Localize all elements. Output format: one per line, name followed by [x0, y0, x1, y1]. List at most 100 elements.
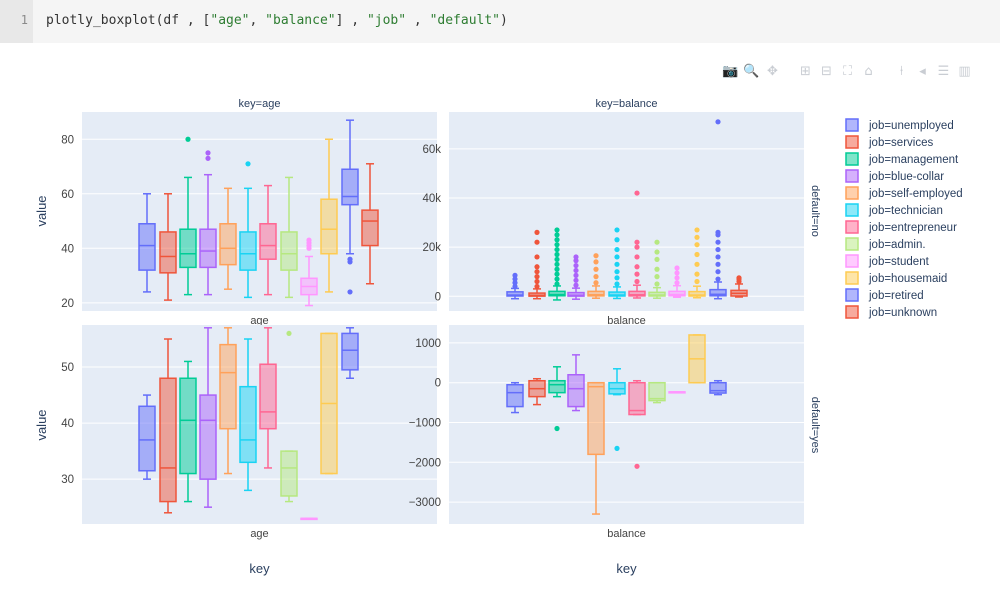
outlier-point: [534, 254, 540, 260]
code-token: "balance": [265, 13, 336, 28]
outlier-point: [674, 270, 680, 276]
iqr-box: [280, 450, 298, 497]
iqr-box: [159, 377, 177, 503]
camera-icon[interactable]: 📷: [722, 63, 739, 79]
outlier-point: [654, 274, 660, 280]
legend-item[interactable]: job=student: [845, 254, 930, 268]
outlier-point: [573, 254, 579, 260]
outlier-point: [347, 289, 353, 295]
box-job=services: [528, 229, 546, 300]
legend-label: job=unknown: [868, 307, 937, 319]
iqr-box: [320, 198, 338, 255]
outlier-point: [715, 254, 721, 260]
box-job=unknown: [730, 275, 748, 298]
box-job=management: [179, 360, 197, 503]
legend-item[interactable]: job=management: [845, 152, 959, 166]
outlier-point: [634, 271, 640, 277]
iqr-box: [587, 290, 605, 297]
outlier-point: [614, 269, 620, 275]
plotly-logo-icon[interactable]: ▥: [958, 63, 971, 79]
outlier-point: [534, 239, 540, 245]
legend-swatch: [845, 305, 859, 319]
zoom-icon[interactable]: 🔍: [743, 63, 760, 79]
outlier-point: [534, 229, 540, 235]
box-job=entrepreneur: [259, 184, 277, 296]
spike-lines-icon[interactable]: ⍿: [899, 63, 904, 79]
outlier-point: [654, 281, 660, 287]
y-axis-title: value: [34, 409, 49, 440]
outlier-point: [694, 251, 700, 258]
outlier-point: [614, 246, 620, 253]
outlier-point: [736, 275, 742, 281]
hover-compare-icon[interactable]: ☰: [937, 63, 950, 79]
legend-label: job=admin.: [868, 239, 926, 251]
box-job=admin.: [280, 330, 298, 503]
legend-item[interactable]: job=services: [845, 135, 933, 149]
code-token: ] ,: [335, 13, 367, 28]
code-cell[interactable]: 1 plotly_boxplot(df , ["age", "balance"]…: [0, 0, 1000, 43]
autoscale-icon[interactable]: ⛶: [842, 63, 853, 79]
iqr-box: [259, 363, 277, 430]
iqr-box: [506, 383, 524, 408]
zoom-in-icon[interactable]: ⊞: [800, 63, 811, 79]
iqr-box: [199, 228, 217, 269]
outlier-point: [593, 253, 599, 259]
panel-background: [82, 112, 437, 311]
box-job=self-employed: [219, 187, 237, 290]
legend-item[interactable]: job=unemployed: [845, 118, 954, 132]
legend-item[interactable]: job=unknown: [845, 305, 937, 319]
code-token: "default": [429, 13, 501, 28]
legend-label: job=student: [868, 256, 930, 268]
legend-item[interactable]: job=entrepreneur: [845, 220, 957, 234]
y-tick-label: −3000: [409, 497, 441, 509]
box-job=management: [548, 227, 566, 301]
box-job=unemployed: [506, 381, 524, 414]
legend-item[interactable]: job=admin.: [845, 237, 926, 251]
outlier-point: [573, 267, 579, 274]
code-line[interactable]: plotly_boxplot(df , ["age", "balance"] ,…: [46, 0, 508, 41]
outlier-point: [573, 258, 579, 264]
outlier-point: [306, 237, 312, 243]
legend-swatch: [845, 254, 859, 268]
legend-item[interactable]: job=housemaid: [845, 271, 947, 285]
legend-item[interactable]: job=retired: [845, 288, 924, 302]
legend-item[interactable]: job=blue-collar: [845, 169, 944, 183]
box-job=entrepreneur: [259, 327, 277, 469]
box-job=housemaid: [320, 138, 338, 293]
panel-age-yes: 30 40 50 age: [61, 325, 437, 540]
legend-swatch: [845, 271, 859, 285]
legend-label: job=technician: [868, 205, 943, 217]
outlier-point: [554, 271, 560, 277]
outlier-point: [654, 256, 660, 263]
iqr-box: [648, 381, 666, 402]
outlier-point: [614, 261, 620, 267]
legend-item[interactable]: job=self-employed: [845, 186, 963, 200]
zoom-out-icon[interactable]: ⊟: [821, 63, 832, 79]
outlier-point: [634, 244, 640, 250]
legend-label: job=housemaid: [868, 273, 947, 285]
outlier-point: [614, 281, 620, 287]
box-job=technician: [239, 161, 257, 299]
iqr-box: [648, 291, 666, 297]
outlier-point: [554, 242, 560, 248]
legend-label: job=blue-collar: [868, 171, 944, 183]
code-token: ,: [249, 13, 266, 28]
outlier-point: [245, 161, 251, 167]
iqr-box: [280, 231, 298, 271]
y-tick-label: 60: [61, 189, 74, 201]
pan-icon[interactable]: ✥: [767, 63, 778, 79]
outlier-point: [614, 254, 620, 260]
box-job=housemaid: [320, 332, 338, 475]
outlier-point: [205, 150, 211, 156]
y-tick-label: 60k: [422, 144, 441, 156]
x-tick-label: balance: [607, 528, 646, 540]
hover-closest-icon[interactable]: ◂: [919, 63, 926, 79]
legend-swatch: [845, 237, 859, 251]
legend-item[interactable]: job=technician: [845, 203, 943, 217]
iqr-box: [341, 332, 359, 371]
box-job=self-employed: [587, 253, 605, 299]
panel-background: [449, 325, 804, 524]
iqr-box: [179, 228, 197, 269]
box-job=entrepreneur: [628, 190, 646, 299]
home-icon[interactable]: ⌂: [864, 63, 873, 79]
